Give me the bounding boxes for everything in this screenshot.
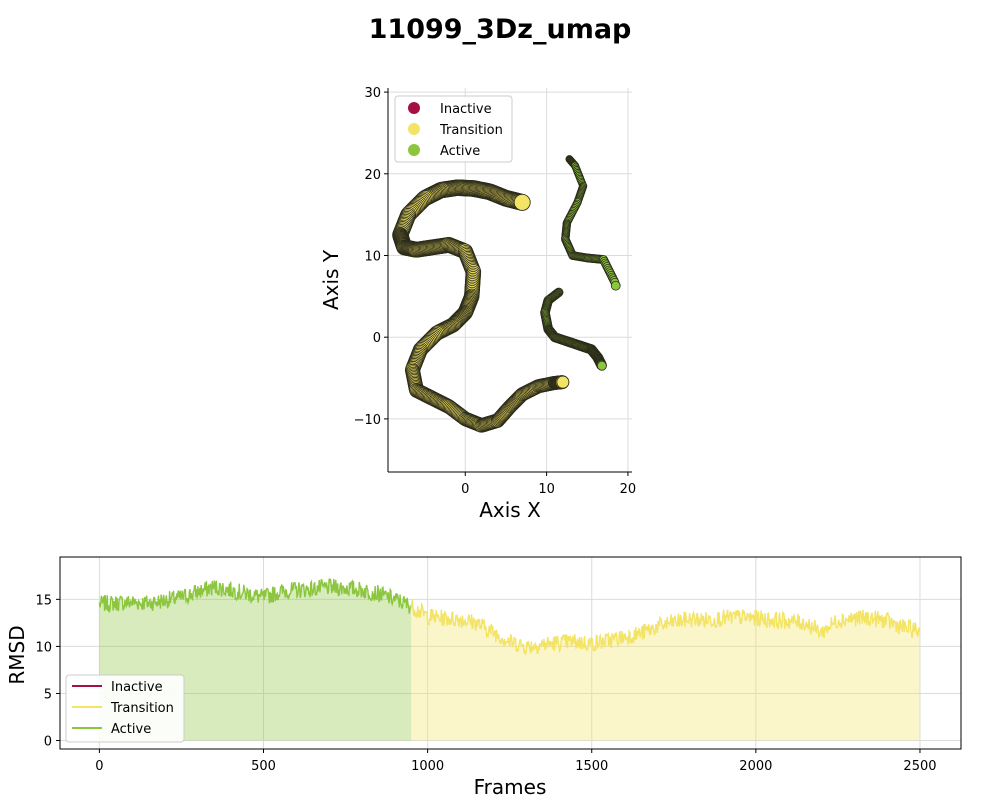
rmsd-legend-box	[65, 674, 185, 743]
rmsd-x-tick-label: 1500	[575, 759, 608, 774]
rmsd-y-tick-label: 5	[44, 687, 52, 702]
scatter-y-tick-label: 0	[373, 331, 381, 346]
rmsd-legend-label: Inactive	[111, 680, 163, 695]
rmsd-x-tick-label: 2000	[739, 759, 772, 774]
scatter-points	[392, 155, 621, 433]
scatter-x-tick-label: 10	[538, 482, 555, 497]
scatter-legend-marker	[408, 123, 420, 135]
rmsd-y-tick-label: 15	[35, 593, 52, 608]
scatter-y-tick-label: 20	[364, 168, 381, 183]
scatter-legend-label: Active	[440, 144, 480, 159]
scatter-x-ticks: 0 10 20	[461, 472, 636, 497]
scatter-x-tick-label: 20	[620, 482, 637, 497]
scatter-legend-marker	[408, 102, 420, 114]
rmsd-axes-frame	[59, 556, 962, 750]
scatter-legend-label: Transition	[439, 123, 503, 138]
scatter-y-axis-label: Axis Y	[319, 249, 343, 310]
rmsd-x-ticks: 0 500 1000 1500 2000 2500	[95, 749, 937, 774]
scatter-point	[610, 280, 621, 291]
scatter-x-tick-label: 0	[461, 482, 469, 497]
rmsd-grid	[60, 557, 961, 749]
scatter-legend: Inactive Transition Active	[394, 95, 513, 163]
rmsd-x-tick-label: 2500	[903, 759, 936, 774]
scatter-y-tick-label: −10	[354, 413, 381, 428]
figure-title: 11099_3Dz_umap	[369, 14, 632, 45]
scatter-legend-label: Inactive	[440, 102, 492, 117]
rmsd-x-tick-label: 500	[251, 759, 276, 774]
scatter-point	[597, 360, 607, 371]
rmsd-x-axis-label: Frames	[474, 775, 547, 799]
rmsd-x-tick-label: 0	[95, 759, 103, 774]
rmsd-state-fill	[99, 578, 920, 741]
scatter-point	[513, 193, 531, 211]
rmsd-lines	[98, 578, 921, 656]
rmsd-state-area	[411, 599, 920, 741]
rmsd-y-ticks: 0 5 10 15	[35, 593, 60, 750]
scatter-y-ticks: −10 0 10 20 30	[354, 86, 388, 428]
rmsd-y-axis-label: RMSD	[5, 625, 29, 684]
rmsd-series-line	[98, 578, 412, 614]
rmsd-legend: Inactive Transition Active	[65, 674, 185, 743]
rmsd-legend-label: Transition	[110, 701, 174, 716]
rmsd-y-tick-label: 10	[35, 640, 52, 655]
rmsd-y-tick-label: 0	[44, 735, 52, 750]
scatter-legend-box	[394, 95, 513, 163]
rmsd-x-tick-label: 1000	[411, 759, 444, 774]
rmsd-legend-label: Active	[111, 722, 151, 737]
scatter-legend-marker	[408, 144, 420, 156]
scatter-point	[556, 375, 570, 389]
scatter-y-tick-label: 10	[364, 249, 381, 264]
scatter-y-tick-label: 30	[364, 86, 381, 101]
scatter-x-axis-label: Axis X	[479, 498, 541, 522]
umap-scatter-plot: 0 10 20 −10 0 10 20 30 Axis X Axis Y Inactive T…	[319, 86, 636, 522]
rmsd-series-line	[410, 599, 921, 656]
